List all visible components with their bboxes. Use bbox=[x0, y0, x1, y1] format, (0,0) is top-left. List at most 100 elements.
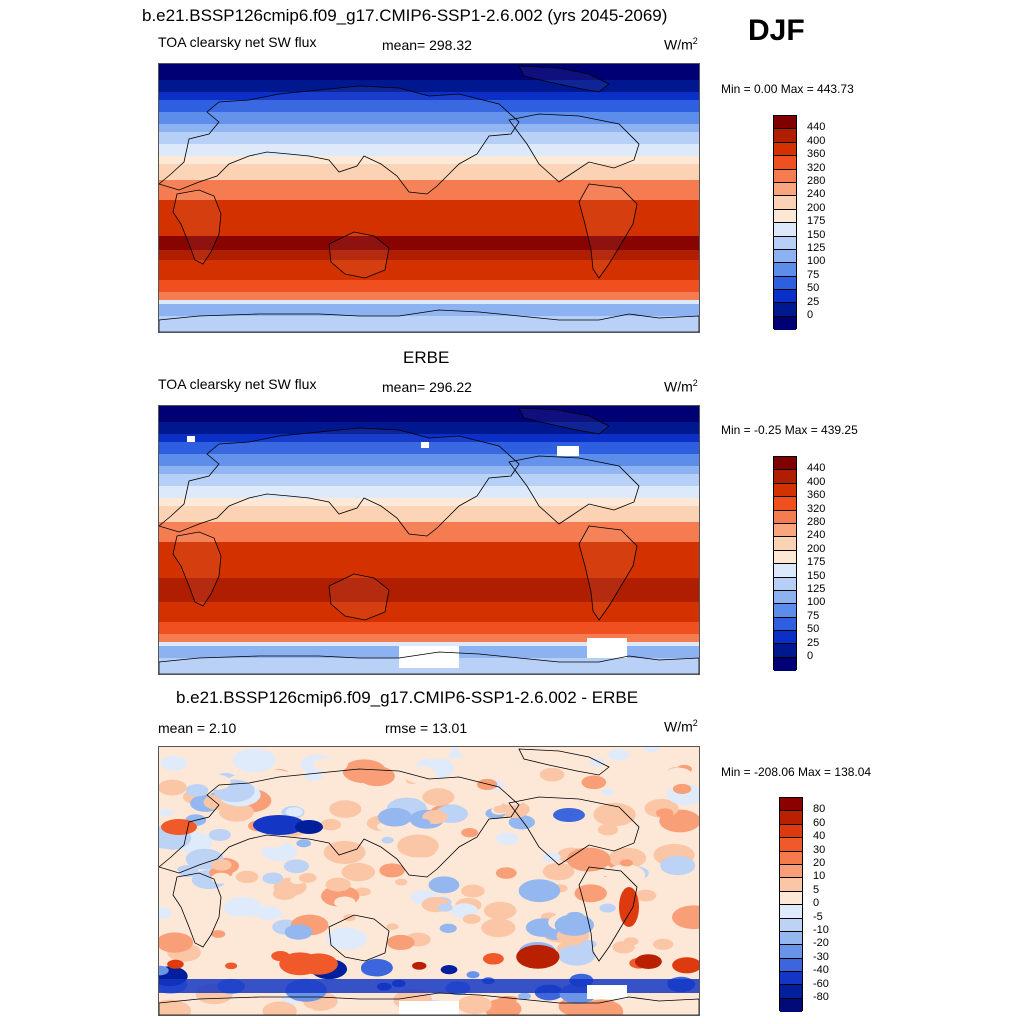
colorbar-swatch bbox=[774, 537, 796, 551]
colorbar-swatch bbox=[774, 590, 796, 605]
panel1-map bbox=[158, 63, 700, 333]
panel2-title: ERBE bbox=[403, 348, 450, 367]
colorbar-swatch bbox=[774, 129, 796, 143]
diff-patch bbox=[395, 878, 408, 886]
colorbar-tick-label: -80 bbox=[813, 991, 829, 1003]
flux-max-band bbox=[159, 236, 699, 250]
colorbar-tick-label: 80 bbox=[813, 803, 826, 816]
diff-patch bbox=[454, 930, 469, 939]
flux-band bbox=[159, 232, 699, 236]
map-canvas bbox=[159, 64, 699, 332]
flux-band bbox=[159, 152, 699, 156]
panel2-field-label: TOA clearsky net SW flux bbox=[158, 376, 317, 392]
diff-patch bbox=[422, 788, 455, 806]
colorbar-swatch bbox=[780, 838, 802, 852]
colorbar-swatch bbox=[774, 169, 796, 183]
diff-patch bbox=[466, 971, 480, 979]
colorbar-tick-label: 280 bbox=[807, 175, 826, 187]
colorbar-tick-label: -40 bbox=[813, 964, 829, 977]
coastline bbox=[518, 407, 610, 435]
diff-patch bbox=[483, 901, 517, 920]
diff-patch bbox=[414, 818, 431, 828]
diff-patch bbox=[262, 872, 284, 884]
coastline bbox=[518, 748, 610, 776]
colorbar-swatch bbox=[780, 891, 802, 906]
land-shade bbox=[509, 114, 639, 182]
land-shade bbox=[159, 428, 519, 536]
colorbar-swatch bbox=[774, 577, 796, 591]
flux-band bbox=[159, 586, 699, 590]
colorbar-tick-label: 280 bbox=[807, 516, 826, 528]
unit-base: W/m bbox=[664, 378, 693, 395]
flux-band bbox=[159, 638, 699, 642]
flux-band bbox=[159, 196, 699, 200]
diff-patch bbox=[159, 965, 169, 976]
flux-band bbox=[159, 530, 699, 534]
flux-band bbox=[159, 300, 699, 304]
colorbar-swatch bbox=[780, 972, 802, 986]
colorbar-swatch bbox=[780, 931, 802, 946]
panel3-rmse-label: rmse = 13.01 bbox=[385, 720, 468, 736]
flux-band bbox=[159, 220, 699, 224]
diff-patch bbox=[597, 824, 619, 836]
land-shade bbox=[159, 310, 699, 332]
colorbar-tick-label: 360 bbox=[807, 148, 826, 161]
coastline bbox=[172, 872, 222, 948]
colorbar-tick-label: 320 bbox=[807, 161, 826, 174]
diff-patch bbox=[325, 877, 351, 892]
colorbar-swatch bbox=[774, 290, 796, 304]
flux-band bbox=[159, 148, 699, 152]
diff-patch bbox=[493, 805, 508, 814]
diff-patch bbox=[542, 862, 575, 881]
diff-patch bbox=[495, 832, 519, 845]
flux-band bbox=[159, 526, 699, 530]
colorbar-tick-label: 175 bbox=[807, 215, 826, 228]
colorbar-swatch bbox=[774, 223, 796, 237]
unit-sup: 2 bbox=[692, 378, 698, 388]
diff-patch bbox=[581, 775, 607, 790]
diff-patch bbox=[298, 1007, 315, 1015]
colorbar-tick-label: -5 bbox=[813, 910, 823, 923]
diff-patch bbox=[484, 998, 522, 1015]
colorbar-tick-label: 200 bbox=[807, 542, 826, 555]
missing-data-patch bbox=[557, 446, 579, 456]
flux-band bbox=[159, 84, 699, 88]
diff-patch bbox=[566, 847, 611, 872]
diff-patch bbox=[508, 815, 535, 830]
flux-band bbox=[159, 216, 699, 220]
flux-band bbox=[159, 124, 699, 128]
diff-patch bbox=[518, 992, 531, 1000]
diff-patch bbox=[417, 747, 452, 760]
flux-band bbox=[159, 482, 699, 486]
flux-band bbox=[159, 514, 699, 518]
diff-patch bbox=[377, 807, 412, 827]
panel2-minmax: Min = -0.25 Max = 439.25 bbox=[721, 423, 858, 437]
unit-base: W/m bbox=[664, 718, 693, 735]
flux-band bbox=[159, 566, 699, 570]
colorbar-swatch bbox=[774, 182, 796, 197]
flux-band bbox=[159, 554, 699, 558]
flux-band bbox=[159, 670, 699, 674]
flux-band bbox=[159, 164, 699, 168]
diff-patch bbox=[672, 905, 699, 930]
panel2-unit-label: W/m2 bbox=[664, 378, 698, 395]
diff-patch bbox=[557, 945, 596, 966]
diff-patch bbox=[159, 779, 187, 796]
diff-patch bbox=[623, 937, 639, 946]
flux-band bbox=[159, 406, 699, 410]
diff-patch bbox=[642, 747, 660, 752]
panel1-mean-label: mean= 298.32 bbox=[382, 37, 472, 53]
coastline bbox=[159, 768, 520, 878]
coastline bbox=[578, 866, 638, 962]
map-canvas bbox=[159, 406, 699, 674]
diff-patch bbox=[457, 747, 500, 760]
panel3-mean-label: mean = 2.10 bbox=[158, 720, 237, 736]
flux-band bbox=[159, 112, 699, 116]
colorbar-tick-label: 50 bbox=[807, 623, 820, 636]
coastline bbox=[508, 455, 640, 525]
panel3-map bbox=[158, 746, 700, 1016]
flux-band bbox=[159, 542, 699, 546]
flux-band bbox=[159, 486, 699, 490]
diff-patch bbox=[334, 896, 356, 909]
colorbar-swatch bbox=[774, 483, 796, 498]
